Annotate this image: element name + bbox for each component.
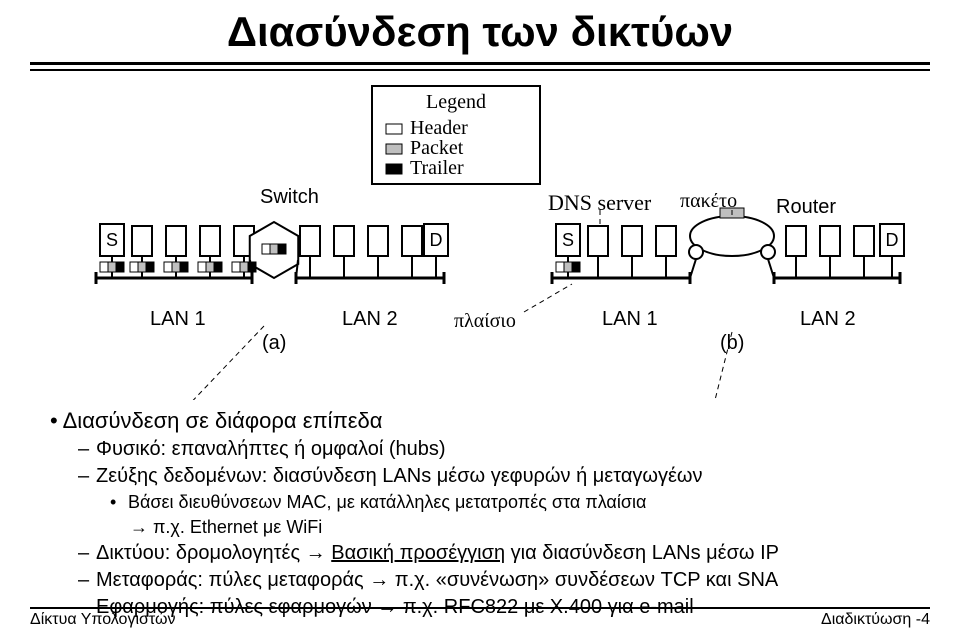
plaisio-label: πλαίσιο	[454, 310, 516, 333]
paketo-label: πακέτο	[680, 190, 737, 213]
lan1-right-label: LAN 1	[602, 308, 658, 331]
a-label: (a)	[262, 332, 286, 355]
bullet-l1: • Διασύνδεση σε διάφορα επίπεδα	[50, 408, 920, 434]
lan2-right-label: LAN 2	[800, 308, 856, 331]
footer-right: Διαδικτύωση -4	[821, 611, 930, 629]
dns-server-label: DNS server	[548, 190, 651, 216]
lan2-left-label: LAN 2	[342, 308, 398, 331]
switch-label: Switch	[260, 186, 319, 209]
svg-text:Trailer: Trailer	[410, 157, 464, 179]
b-label: (b)	[720, 332, 744, 355]
svg-text:Header: Header	[410, 117, 468, 139]
svg-text:D: D	[886, 230, 899, 250]
lan1-left-label: LAN 1	[150, 308, 206, 331]
bullet-item: Μεταφοράς: πύλες μεταφοράς → π.χ. «συνέν…	[78, 569, 920, 592]
svg-text:S: S	[562, 230, 574, 250]
footer-left: Δίκτυα Υπολογιστών	[30, 611, 175, 629]
bullet-item: Βάσει διευθύνσεων MAC, με κατάλληλες μετ…	[110, 492, 920, 513]
bullet-item: Ζεύξης δεδομένων: διασύνδεση LANs μέσω γ…	[78, 465, 920, 488]
svg-text:S: S	[106, 230, 118, 250]
bullet-list: • Διασύνδεση σε διάφορα επίπεδα Φυσικό: …	[50, 408, 920, 623]
svg-text:Legend: Legend	[426, 91, 486, 113]
footer-rule	[30, 607, 930, 609]
svg-text:D: D	[430, 230, 443, 250]
bullet-item: Φυσικό: επαναλήπτες ή ομφαλοί (hubs)	[78, 438, 920, 461]
bullet-item: → π.χ. Ethernet με WiFi	[130, 517, 920, 538]
bullet-item: Δικτύου: δρομολογητές → Βασική προσέγγισ…	[78, 542, 920, 565]
svg-text:Packet: Packet	[410, 137, 464, 159]
router-label: Router	[776, 196, 836, 219]
